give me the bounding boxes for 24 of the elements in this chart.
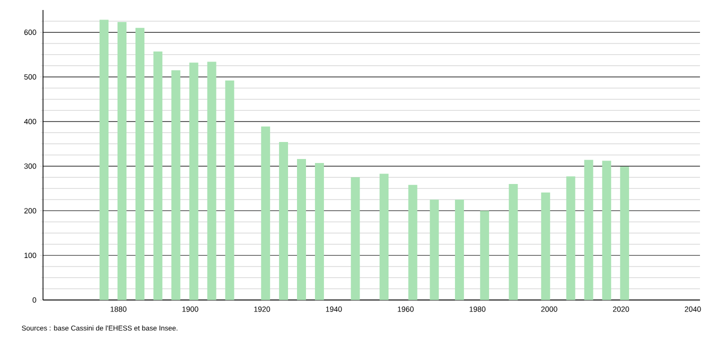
bar — [297, 159, 306, 300]
bar — [541, 192, 550, 300]
bar — [620, 166, 630, 300]
bar — [261, 126, 270, 300]
bar — [380, 174, 389, 300]
bar — [135, 28, 144, 300]
bar — [566, 176, 576, 300]
bar — [480, 210, 490, 300]
bar — [314, 163, 324, 300]
bar — [408, 184, 418, 300]
bar — [508, 184, 518, 300]
bar — [225, 80, 234, 300]
bar — [100, 20, 109, 300]
bar — [602, 160, 612, 300]
bar — [350, 177, 360, 300]
bar — [171, 70, 180, 300]
bar — [207, 62, 216, 300]
bar — [454, 200, 464, 300]
bar — [279, 142, 288, 300]
bar — [118, 22, 126, 300]
bar — [584, 160, 594, 300]
bar — [430, 200, 439, 300]
bar — [153, 51, 162, 300]
bar — [189, 62, 198, 300]
